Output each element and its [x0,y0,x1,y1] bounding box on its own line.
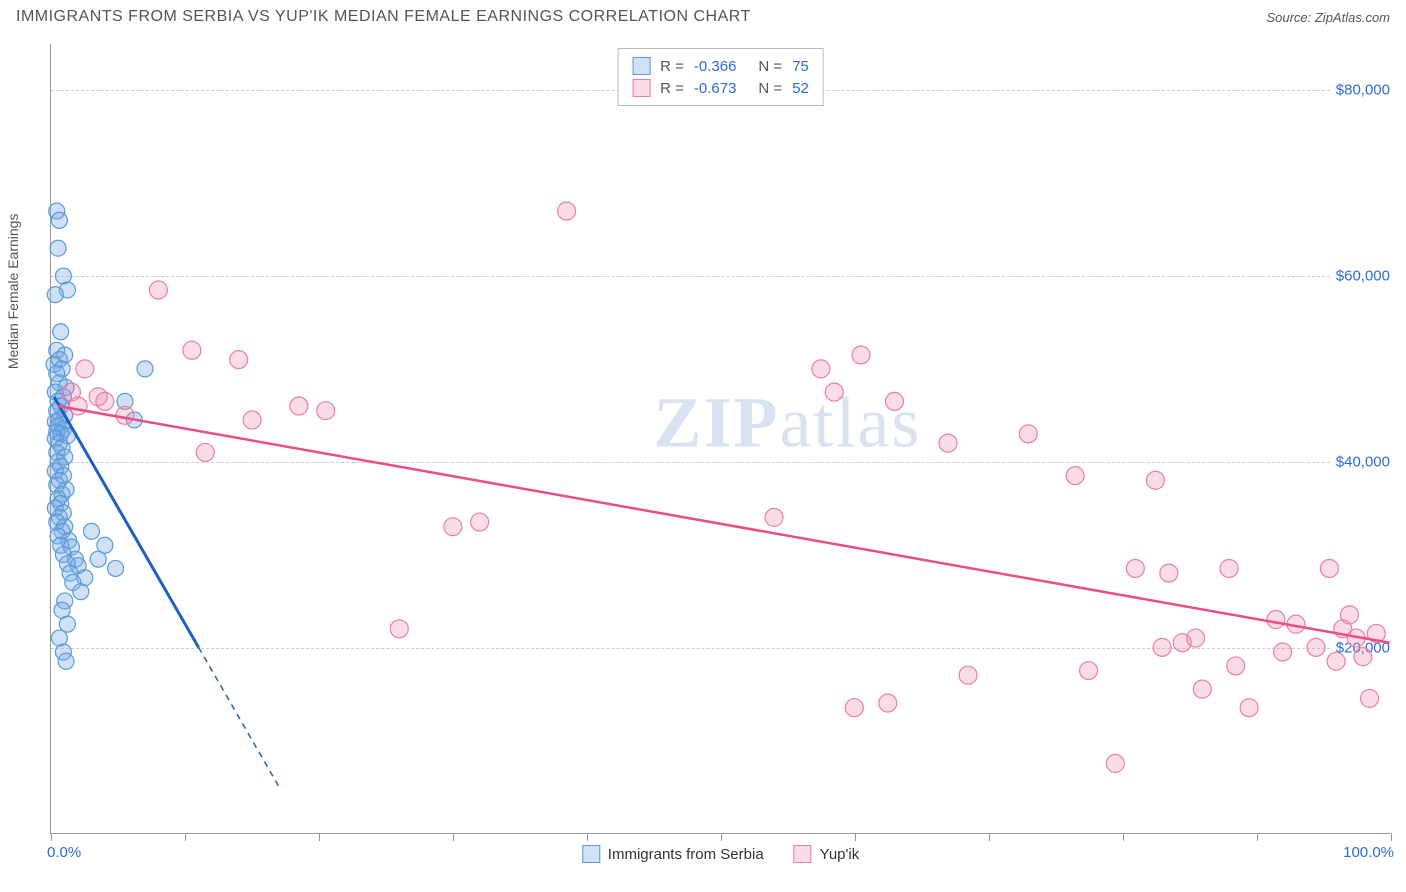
data-point [1146,471,1164,489]
r-label: R = [660,58,684,75]
data-point [196,443,214,461]
legend-row-series1: R = -0.366 N = 75 [632,55,809,77]
data-point [116,406,134,424]
data-point [1019,425,1037,443]
data-point [59,616,75,632]
legend-item-series2: Yup'ik [794,845,860,863]
data-point [51,212,67,228]
x-tick [721,833,722,841]
data-point [845,699,863,717]
data-point [47,287,63,303]
n-label: N = [758,58,782,75]
data-point [825,383,843,401]
series-legend: Immigrants from Serbia Yup'ik [582,845,859,863]
data-point [290,397,308,415]
data-point [76,360,94,378]
x-tick [1391,833,1392,841]
regression-line [58,406,1390,643]
r-label: R = [660,80,684,97]
data-point [1066,467,1084,485]
x-tick [855,833,856,841]
x-tick [1257,833,1258,841]
data-point [939,434,957,452]
series2-name: Yup'ik [820,846,860,863]
data-point [1153,638,1171,656]
x-tick [51,833,52,841]
swatch-series1 [582,845,600,863]
data-point [852,346,870,364]
swatch-series2 [632,79,650,97]
data-point [96,392,114,410]
x-tick [453,833,454,841]
x-tick [989,833,990,841]
data-point [471,513,489,531]
data-point [1361,689,1379,707]
data-point [1080,662,1098,680]
data-point [317,402,335,420]
legend-row-series2: R = -0.673 N = 52 [632,77,809,99]
data-point [183,341,201,359]
x-axis-max-label: 100.0% [1343,844,1394,861]
swatch-series2 [794,845,812,863]
data-point [53,324,69,340]
data-point [58,653,74,669]
data-point [1187,629,1205,647]
data-point [50,240,66,256]
data-point [69,397,87,415]
data-point [137,361,153,377]
data-point [84,523,100,539]
correlation-legend: R = -0.366 N = 75 R = -0.673 N = 52 [617,48,824,106]
chart-area: Median Female Earnings $20,000$40,000$60… [50,44,1390,834]
x-axis-min-label: 0.0% [47,844,81,861]
n-label: N = [758,80,782,97]
data-point [1327,652,1345,670]
y-axis-title: Median Female Earnings [5,213,21,369]
chart-title: IMMIGRANTS FROM SERBIA VS YUP'IK MEDIAN … [16,8,751,26]
r-value-series2: -0.673 [694,80,737,97]
data-point [444,518,462,536]
data-point [108,560,124,576]
scatter-plot-svg [51,44,1390,833]
data-point [765,508,783,526]
x-tick [319,833,320,841]
data-point [1193,680,1211,698]
source-label: Source: ZipAtlas.com [1266,10,1390,25]
data-point [558,202,576,220]
series1-name: Immigrants from Serbia [608,846,764,863]
data-point [1106,754,1124,772]
x-tick [1123,833,1124,841]
data-point [1160,564,1178,582]
data-point [390,620,408,638]
regression-line-extrapolated [199,647,279,786]
data-point [1220,559,1238,577]
data-point [1126,559,1144,577]
data-point [73,584,89,600]
data-point [1240,699,1258,717]
data-point [1341,606,1359,624]
data-point [149,281,167,299]
data-point [1267,611,1285,629]
swatch-series1 [632,57,650,75]
data-point [959,666,977,684]
n-value-series1: 75 [792,58,809,75]
data-point [1307,638,1325,656]
regression-line [54,397,199,648]
legend-item-series1: Immigrants from Serbia [582,845,764,863]
data-point [1354,648,1372,666]
r-value-series1: -0.366 [694,58,737,75]
data-point [1227,657,1245,675]
data-point [1274,643,1292,661]
data-point [1320,559,1338,577]
x-tick [587,833,588,841]
data-point [812,360,830,378]
data-point [879,694,897,712]
data-point [230,351,248,369]
data-point [243,411,261,429]
data-point [97,537,113,553]
x-tick [185,833,186,841]
n-value-series2: 52 [792,80,809,97]
data-point [885,392,903,410]
